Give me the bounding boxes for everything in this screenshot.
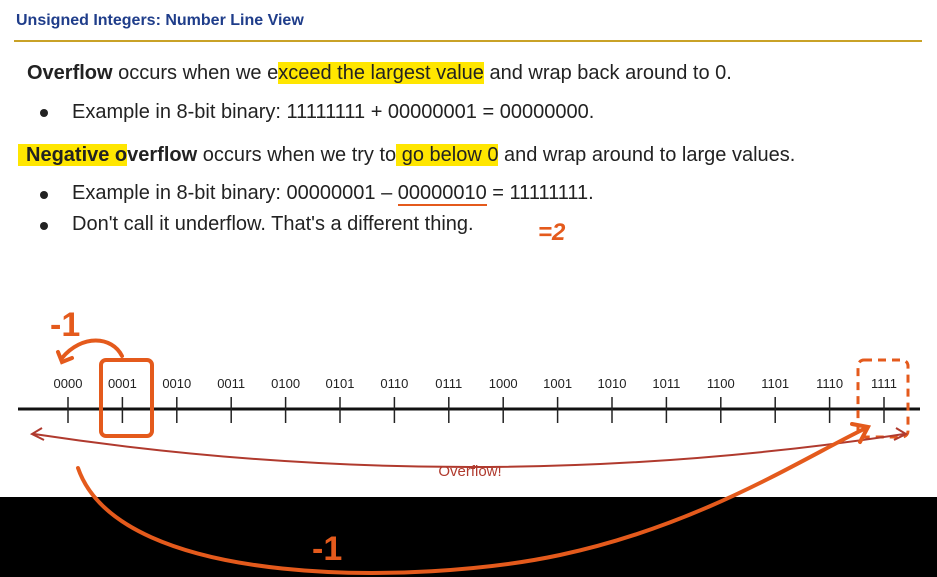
overflow-definition: Overflow occurs when we exceed the large…: [27, 62, 732, 85]
tick-label-1011: 1011: [652, 376, 680, 391]
negative-overflow-text-post: and wrap around to large values.: [498, 144, 796, 166]
negative-overflow-example: Example in 8-bit binary: 00000001 – 0000…: [72, 182, 594, 206]
overflow-highlight: xceed the largest value: [278, 62, 484, 84]
overflow-term: Overflow: [27, 62, 113, 84]
overflow-text-pre: occurs when we e: [112, 62, 279, 84]
overflow-label: Overflow!: [438, 463, 501, 480]
negative-overflow-text-pre: occurs when we try to: [197, 144, 397, 166]
tick-label-1110: 1110: [816, 376, 843, 391]
tick-label-0011: 0011: [217, 376, 245, 391]
example-pre: Example in 8-bit binary: 00000001 –: [72, 182, 398, 204]
tick-label-0001: 0001: [108, 376, 137, 391]
bullet-dot: [40, 109, 48, 117]
negative-overflow-term-rest: verflow: [127, 144, 198, 166]
bullet-dot: [40, 222, 48, 230]
tick-label-0110: 0110: [380, 376, 408, 391]
number-line-ticks: [67, 397, 885, 423]
tick-label-1001: 1001: [543, 376, 572, 391]
wrap-around-arrow: [76, 426, 868, 575]
tick-label-1100: 1100: [707, 376, 735, 391]
overflow-arrowhead-left: [29, 427, 45, 441]
tick-label-1000: 1000: [489, 376, 518, 391]
negative-overflow-term: Negative o: [18, 144, 128, 166]
tick-label-1010: 1010: [598, 376, 627, 391]
tick-label-1101: 1101: [761, 376, 789, 391]
tick-label-0010: 0010: [162, 376, 191, 391]
wrap-around-arrowhead: [850, 422, 872, 444]
example-post: = 11111111.: [486, 182, 594, 204]
minus-one-annotation-top: -1: [50, 306, 80, 344]
number-line-labels: 0000 0001 0010 0011 0100 0101 0110 0111 1000 1001…: [54, 376, 897, 391]
underlined-operand: 00000010: [397, 182, 487, 206]
overflow-arrowhead-right: [893, 427, 909, 441]
tick-label-1111: 1111: [871, 376, 897, 391]
bullet-dot: [40, 191, 48, 199]
overflow-arc: [33, 433, 905, 468]
negative-overflow-highlight: go below 0: [396, 144, 499, 166]
slide-title: Unsigned Integers: Number Line View: [16, 12, 304, 29]
overflow-text-post: and wrap back around to 0.: [483, 62, 732, 84]
decrement-arrowhead: [56, 350, 74, 365]
title-divider: [14, 40, 922, 42]
underflow-note: Don't call it underflow. That's a differ…: [72, 213, 474, 235]
equals-two-annotation: =2: [538, 219, 566, 246]
tick-label-0100: 0100: [271, 376, 300, 391]
tick-label-0111: 0111: [435, 376, 462, 391]
overflow-example: Example in 8-bit binary: 11111111 + 0000…: [72, 101, 595, 123]
highlight-box-0001: [99, 358, 154, 438]
tick-label-0101: 0101: [326, 376, 355, 391]
tick-label-0000: 0000: [54, 376, 83, 391]
negative-overflow-definition: Negative overflow occurs when we try to …: [18, 144, 795, 167]
slide: Unsigned Integers: Number Line View Over…: [0, 0, 937, 497]
minus-one-annotation-bottom: -1: [312, 530, 342, 568]
decrement-arrow: [60, 338, 124, 360]
